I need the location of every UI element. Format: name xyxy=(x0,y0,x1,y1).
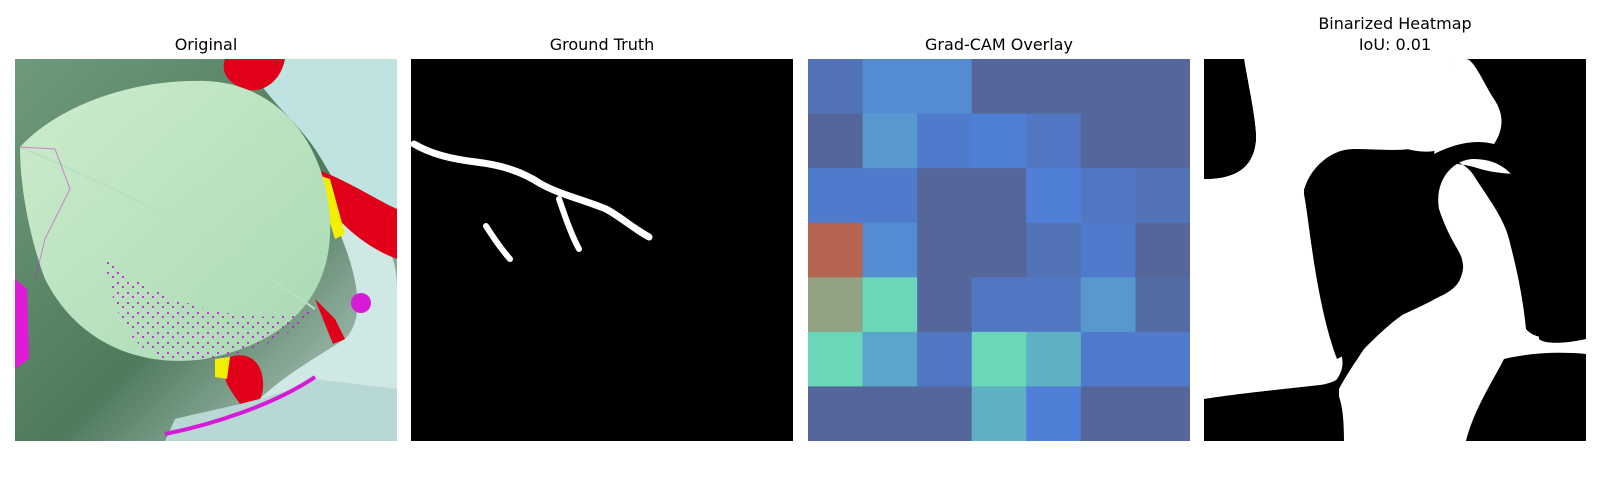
gradcam-cell xyxy=(1135,222,1190,278)
gradcam-cell xyxy=(1135,386,1190,441)
gradcam-cell xyxy=(862,168,918,224)
gradcam-cell xyxy=(1026,222,1082,278)
gradcam-cell xyxy=(808,59,864,115)
gradcam-overlay-panel xyxy=(808,59,1190,441)
gradcam-cell xyxy=(917,331,973,387)
gradcam-cell xyxy=(1026,386,1082,441)
gradcam-cell xyxy=(862,113,918,169)
gradcam-cell xyxy=(917,277,973,333)
gradcam-cell xyxy=(1080,222,1136,278)
ground-truth-panel xyxy=(411,59,793,441)
gradcam-cell xyxy=(1080,113,1136,169)
gradcam-heatmap xyxy=(808,59,1190,441)
gradcam-cell xyxy=(1026,113,1082,169)
panel-title-gradcam: Grad-CAM Overlay xyxy=(925,35,1073,54)
panel-subtitle-iou: IoU: 0.01 xyxy=(1358,35,1432,54)
panel-title-binarized: Binarized Heatmap xyxy=(1318,14,1472,33)
gradcam-cell xyxy=(971,331,1027,387)
gradcam-cell xyxy=(1135,331,1190,387)
gradcam-cell xyxy=(1080,331,1136,387)
gradcam-cell xyxy=(862,59,918,115)
gradcam-cell xyxy=(808,277,864,333)
gradcam-cell xyxy=(971,386,1027,441)
gradcam-cell xyxy=(808,331,864,387)
ground-truth-mask xyxy=(411,59,793,441)
gradcam-cell xyxy=(917,168,973,224)
gradcam-cell xyxy=(1026,277,1082,333)
gradcam-cell xyxy=(862,386,918,441)
gradcam-cell xyxy=(808,386,864,441)
gradcam-cell xyxy=(1080,386,1136,441)
gradcam-cell xyxy=(971,277,1027,333)
original-image-panel xyxy=(15,59,397,441)
gradcam-cell xyxy=(862,331,918,387)
panel-title-ground-truth: Ground Truth xyxy=(549,35,655,54)
gradcam-cell xyxy=(1135,113,1190,169)
gradcam-cell xyxy=(1080,59,1136,115)
gradcam-cell xyxy=(1135,277,1190,333)
gradcam-cell xyxy=(1135,168,1190,224)
original-leaf-image xyxy=(15,59,397,441)
gradcam-cell xyxy=(862,277,918,333)
gradcam-cell xyxy=(1135,59,1190,115)
gradcam-cell xyxy=(1026,331,1082,387)
gradcam-cell xyxy=(808,168,864,224)
gradcam-cell xyxy=(917,386,973,441)
binarized-heatmap-panel xyxy=(1204,59,1586,441)
gradcam-cell xyxy=(862,222,918,278)
gradcam-cell xyxy=(1080,277,1136,333)
gradcam-cell xyxy=(917,113,973,169)
binarized-heatmap xyxy=(1204,59,1586,441)
panel-title-original: Original xyxy=(174,35,238,54)
gradcam-cell xyxy=(917,59,973,115)
gradcam-cell xyxy=(917,222,973,278)
gradcam-cell xyxy=(971,59,1027,115)
gradcam-cell xyxy=(971,113,1027,169)
gradcam-cell xyxy=(808,113,864,169)
gradcam-cell xyxy=(808,222,864,278)
gradcam-cell xyxy=(971,222,1027,278)
gradcam-cell xyxy=(971,168,1027,224)
gradcam-cell xyxy=(1026,168,1082,224)
gradcam-cell xyxy=(1080,168,1136,224)
gradcam-cell xyxy=(1026,59,1082,115)
